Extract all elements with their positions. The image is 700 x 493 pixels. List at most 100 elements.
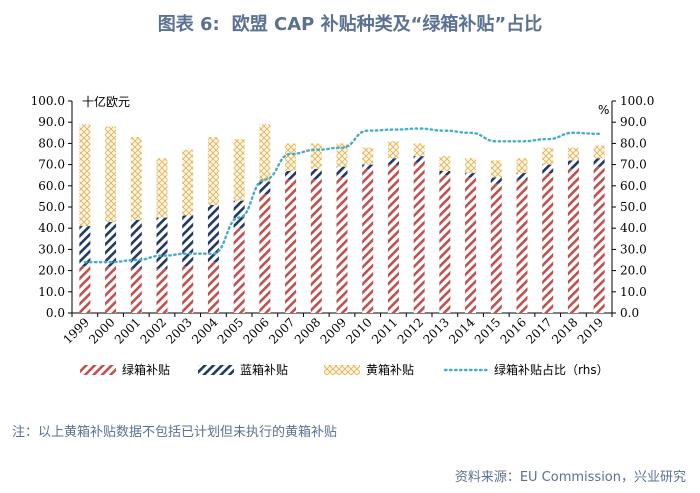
x-tick-label: 2001 <box>112 315 143 346</box>
left-tick-label: 20.0 <box>38 264 65 278</box>
bar-green-box <box>439 175 451 313</box>
figure-label: 图表 6: <box>157 14 220 35</box>
bar-green-box <box>259 194 271 313</box>
right-tick-label: 10.0 <box>620 285 647 299</box>
bar-blue-box <box>439 170 451 176</box>
bar-blue-box <box>490 177 502 184</box>
bar-green-box <box>516 179 528 313</box>
left-tick-label: 90.0 <box>38 115 65 129</box>
x-tick-label: 2016 <box>498 315 529 346</box>
bar-blue-box <box>285 170 297 180</box>
x-tick-label: 2006 <box>240 315 271 346</box>
right-tick-label: 0.0 <box>620 306 639 320</box>
bar-green-box <box>105 266 117 313</box>
bar-yellow-box <box>516 158 528 174</box>
bar-green-box <box>465 177 477 313</box>
bar-green-box <box>207 262 219 313</box>
bar-yellow-box <box>207 137 219 205</box>
bar-blue-box <box>310 168 322 180</box>
right-tick-label: 90.0 <box>620 115 647 129</box>
bar-blue-box <box>105 221 117 267</box>
chart-bars <box>79 124 605 313</box>
figure-title-text: 欧盟 CAP 补贴种类及“绿箱补贴”占比 <box>231 14 543 35</box>
bar-green-box <box>310 179 322 313</box>
bar-blue-box <box>387 158 399 165</box>
legend-share-line-label: 绿箱补贴占比（rhs） <box>494 362 609 377</box>
bar-green-box <box>130 268 142 313</box>
legend-blue-box-label: 蓝箱补贴 <box>240 362 288 377</box>
right-tick-label: 40.0 <box>620 221 647 235</box>
bar-yellow-box <box>490 160 502 178</box>
bar-blue-box <box>79 226 91 267</box>
left-tick-label: 70.0 <box>38 158 65 172</box>
x-tick-label: 2002 <box>138 315 169 346</box>
bar-blue-box <box>542 164 554 174</box>
legend-green-box-label: 绿箱补贴 <box>122 362 170 377</box>
x-tick-label: 1999 <box>60 315 91 346</box>
footnote: 注：以上黄箱补贴数据不包括已计划但未执行的黄箱补贴 <box>12 425 338 440</box>
bar-green-box <box>362 168 374 313</box>
bar-green-box <box>79 266 91 313</box>
left-tick-label: 100.0 <box>31 94 65 108</box>
bar-blue-box <box>182 215 194 267</box>
x-tick-label: 2013 <box>420 315 451 346</box>
x-tick-label: 2003 <box>163 315 194 346</box>
bar-green-box <box>413 162 425 313</box>
right-tick-label: 30.0 <box>620 242 647 256</box>
bar-green-box <box>593 166 605 313</box>
right-tick-label: 80.0 <box>620 136 647 150</box>
x-tick-label: 2017 <box>523 315 554 346</box>
left-tick-label: 60.0 <box>38 179 65 193</box>
bar-green-box <box>233 228 245 313</box>
bar-green-box <box>182 266 194 313</box>
x-tick-label: 2010 <box>343 315 374 346</box>
bar-green-box <box>387 164 399 313</box>
bar-yellow-box <box>465 158 477 174</box>
legend-yellow-box-swatch <box>324 365 360 375</box>
x-tick-label: 2014 <box>446 315 478 347</box>
bar-yellow-box <box>362 147 374 165</box>
chart-legend: 绿箱补贴 蓝箱补贴 黄箱补贴 绿箱补贴占比（rhs） <box>80 362 609 377</box>
legend-yellow-box: 黄箱补贴 <box>324 362 414 377</box>
left-unit-label: 十亿欧元 <box>82 94 130 109</box>
left-tick-label: 0.0 <box>46 306 65 320</box>
bar-blue-box <box>413 156 425 163</box>
bar-blue-box <box>233 200 245 229</box>
bar-blue-box <box>207 204 219 263</box>
bar-green-box <box>336 177 348 313</box>
bar-blue-box <box>516 173 528 180</box>
x-tick-label: 2000 <box>86 315 117 346</box>
bar-green-box <box>285 179 297 313</box>
bar-yellow-box <box>233 139 245 201</box>
right-unit-label: % <box>598 103 609 117</box>
x-tick-label: 2011 <box>369 315 400 346</box>
bar-blue-box <box>362 164 374 169</box>
legend-green-box: 绿箱补贴 <box>80 362 170 377</box>
right-tick-label: 100.0 <box>620 94 654 108</box>
bar-yellow-box <box>156 158 168 218</box>
bar-green-box <box>156 268 168 313</box>
bar-yellow-box <box>542 147 554 165</box>
x-tick-label: 2019 <box>575 315 606 346</box>
bar-yellow-box <box>567 147 579 161</box>
x-tick-label: 2009 <box>318 315 349 346</box>
left-tick-label: 50.0 <box>38 200 65 214</box>
legend-green-box-swatch <box>80 365 116 375</box>
x-tick-label: 2015 <box>472 315 503 346</box>
left-tick-label: 80.0 <box>38 136 65 150</box>
legend-yellow-box-label: 黄箱补贴 <box>366 362 414 377</box>
right-tick-label: 60.0 <box>620 179 647 193</box>
x-tick-label: 2008 <box>292 315 323 346</box>
bar-blue-box <box>336 166 348 178</box>
bar-green-box <box>567 168 579 313</box>
bar-yellow-box <box>387 141 399 159</box>
bar-blue-box <box>259 181 271 195</box>
bar-blue-box <box>465 173 477 178</box>
bar-yellow-box <box>439 156 451 171</box>
source-note: 资料来源：EU Commission，兴业研究 <box>454 470 686 485</box>
bar-yellow-box <box>79 124 91 227</box>
legend-share-line: 绿箱补贴占比（rhs） <box>443 362 609 377</box>
x-tick-label: 2004 <box>189 315 221 347</box>
chart-share-line <box>83 127 601 264</box>
